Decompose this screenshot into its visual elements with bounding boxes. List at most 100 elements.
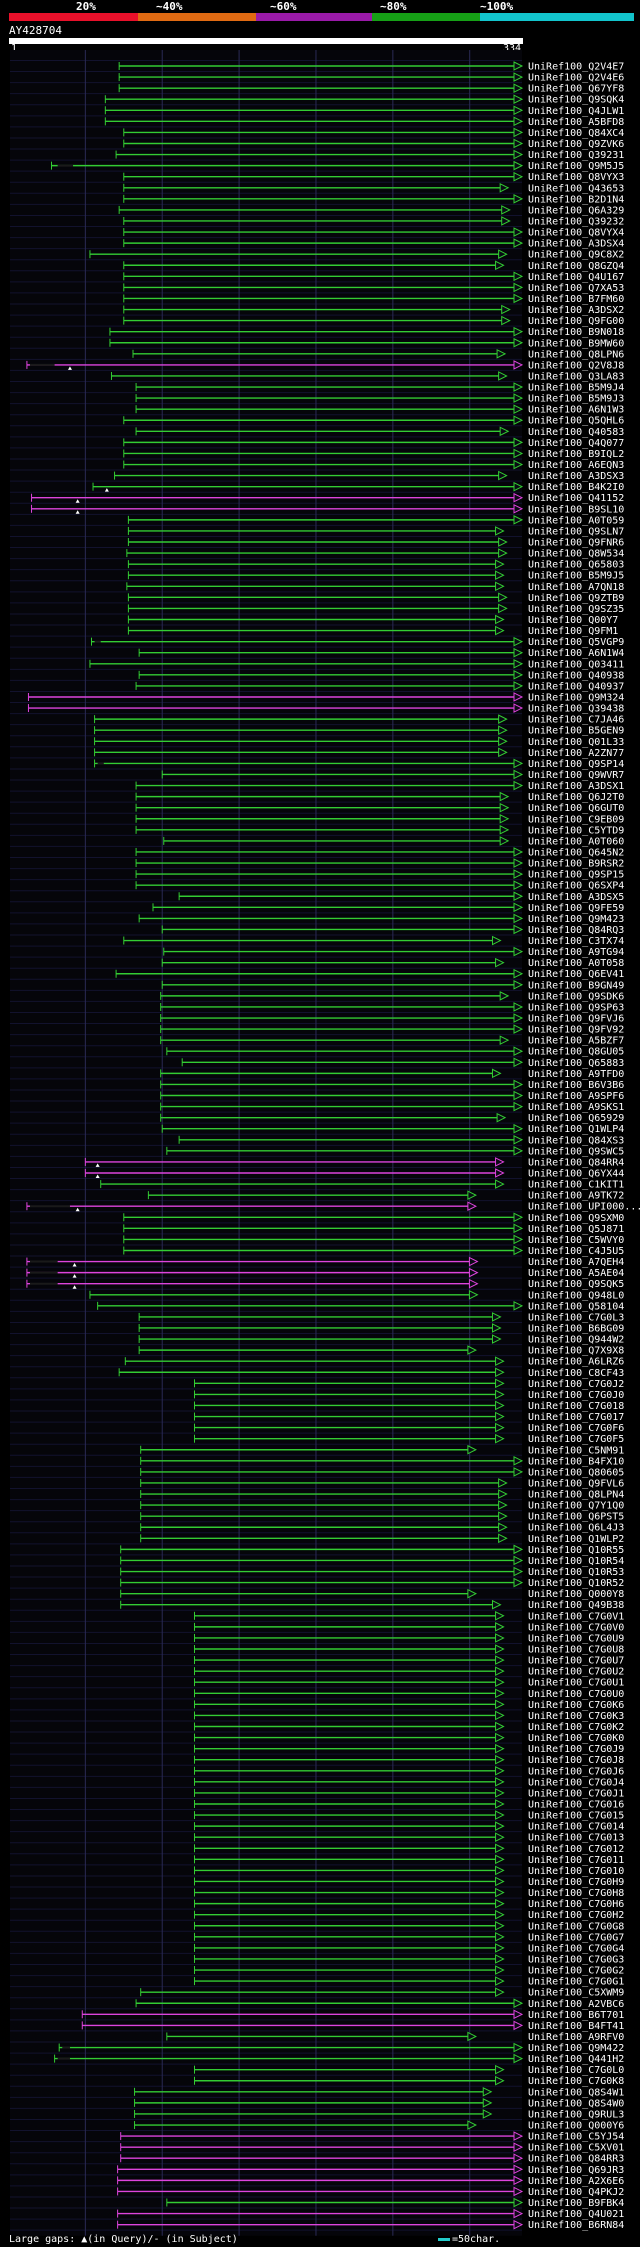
hit-label[interactable]: UniRef100_C7G0F5 bbox=[528, 1434, 624, 1445]
hit-label[interactable]: UniRef100_Q7X9X8 bbox=[528, 1346, 624, 1357]
hit-row[interactable]: UniRef100_Q8VYX3 bbox=[123, 171, 625, 183]
hit-row[interactable]: UniRef100_C7G0F6 bbox=[194, 1422, 625, 1434]
hit-row[interactable]: UniRef100_C3TX74 bbox=[123, 935, 625, 947]
hit-label[interactable]: UniRef100_Q000Y8 bbox=[528, 1589, 624, 1600]
hit-label[interactable]: UniRef100_Q9SZ35 bbox=[528, 604, 624, 615]
hit-label[interactable]: UniRef100_Q8VYX4 bbox=[528, 228, 624, 239]
hit-row[interactable]: UniRef100_Q000Y8 bbox=[120, 1588, 625, 1600]
hit-label[interactable]: UniRef100_Q9ZVK6 bbox=[528, 139, 624, 150]
hit-label[interactable]: UniRef100_A7QEH4 bbox=[528, 1257, 624, 1268]
hit-label[interactable]: UniRef100_Q4Q077 bbox=[528, 438, 624, 449]
hit-label[interactable]: UniRef100_C7G0J1 bbox=[528, 1788, 624, 1799]
hit-row[interactable]: UniRef100_Q9FVL6 bbox=[140, 1478, 625, 1489]
hit-label[interactable]: UniRef100_Q9C8X2 bbox=[528, 250, 624, 261]
hit-row[interactable]: UniRef100_C7G0U8 bbox=[194, 1644, 625, 1656]
hit-row[interactable]: UniRef100_Q9FNR6 bbox=[127, 537, 624, 549]
hit-label[interactable]: UniRef100_A9RFV0 bbox=[528, 2032, 624, 2043]
hit-label[interactable]: UniRef100_Q43653 bbox=[528, 183, 624, 194]
hit-label[interactable]: UniRef100_C7G0V0 bbox=[528, 1622, 624, 1633]
hit-row[interactable]: UniRef100_A3DSX4 bbox=[123, 238, 625, 250]
hit-label[interactable]: UniRef100_Q49B38 bbox=[528, 1600, 624, 1611]
hit-row[interactable]: UniRef100_C7G0G4 bbox=[194, 1943, 625, 1954]
hit-label[interactable]: UniRef100_A0T058 bbox=[528, 958, 624, 969]
hit-label[interactable]: UniRef100_C7G0U0 bbox=[528, 1689, 624, 1700]
hit-label[interactable]: UniRef100_C7G0L0 bbox=[528, 2065, 624, 2076]
hit-row[interactable]: UniRef100_Q69JR3 bbox=[117, 2164, 625, 2176]
hit-label[interactable]: UniRef100_Q3LA83 bbox=[528, 371, 624, 382]
hit-label[interactable]: UniRef100_Q944W2 bbox=[528, 1335, 624, 1346]
hit-row[interactable]: UniRef100_C5XV01 bbox=[120, 2142, 625, 2154]
hit-row[interactable]: UniRef100_Q9SP63 bbox=[160, 1002, 625, 1013]
hit-row[interactable]: UniRef100_Q40937 bbox=[135, 681, 624, 692]
hit-label[interactable]: UniRef100_Q9SWC5 bbox=[528, 1146, 624, 1157]
hit-row[interactable]: UniRef100_Q84RR4 bbox=[84, 1157, 624, 1168]
hit-row[interactable]: UniRef100_Q58104 bbox=[97, 1301, 625, 1312]
hit-label[interactable]: UniRef100_B2D1N4 bbox=[528, 194, 624, 205]
hit-row[interactable]: UniRef100_Q65929 bbox=[160, 1112, 625, 1124]
hit-label[interactable]: UniRef100_Q84RQ3 bbox=[528, 925, 624, 936]
hit-label[interactable]: UniRef100_C7G016 bbox=[528, 1799, 624, 1810]
hit-row[interactable]: UniRef100_Q10R52 bbox=[120, 1577, 625, 1589]
hit-label[interactable]: UniRef100_Q84RR3 bbox=[528, 2154, 624, 2165]
hit-label[interactable]: UniRef100_Q80605 bbox=[528, 1467, 624, 1478]
hit-row[interactable]: UniRef100_Q1WLP2 bbox=[140, 1533, 625, 1545]
hit-row[interactable]: UniRef100_Q8LPN4 bbox=[140, 1489, 625, 1501]
hit-row[interactable]: UniRef100_C7G0J8 bbox=[194, 1754, 625, 1766]
hit-label[interactable]: UniRef100_Q6GUT0 bbox=[528, 803, 624, 814]
hit-label[interactable]: UniRef100_Q39232 bbox=[528, 216, 624, 227]
hit-label[interactable]: UniRef100_Q1WLP4 bbox=[528, 1124, 624, 1135]
hit-label[interactable]: UniRef100_C7G0J8 bbox=[528, 1755, 624, 1766]
hit-row[interactable]: UniRef100_Q43653 bbox=[123, 182, 625, 194]
hit-label[interactable]: UniRef100_C4J5U5 bbox=[528, 1246, 624, 1257]
hit-label[interactable]: UniRef100_A3DSX5 bbox=[528, 892, 624, 903]
hit-row[interactable]: UniRef100_C7G0J6 bbox=[194, 1765, 625, 1777]
hit-label[interactable]: UniRef100_C5NM91 bbox=[528, 1445, 624, 1456]
hit-label[interactable]: UniRef100_Q84XS3 bbox=[528, 1135, 624, 1146]
hit-label[interactable]: UniRef100_Q9SLN7 bbox=[528, 526, 624, 537]
hit-row[interactable]: UniRef100_C7G0V0 bbox=[194, 1622, 625, 1633]
hit-row[interactable]: UniRef100_Q7XA53 bbox=[123, 282, 625, 294]
hit-row[interactable]: UniRef100_A9RFV0 bbox=[166, 2031, 624, 2043]
hit-label[interactable]: UniRef100_A2X6E6 bbox=[528, 2176, 624, 2187]
hit-row[interactable]: UniRef100_Q39231 bbox=[115, 149, 624, 161]
hit-label[interactable]: UniRef100_Q7XA53 bbox=[528, 283, 624, 294]
hit-row[interactable]: UniRef100_Q9FVJ6 bbox=[160, 1013, 625, 1025]
hit-label[interactable]: UniRef100_Q6PST5 bbox=[528, 1512, 624, 1523]
hit-row[interactable]: UniRef100_Q9ZTB9 bbox=[127, 592, 624, 604]
hit-label[interactable]: UniRef100_C7G0K8 bbox=[528, 2076, 624, 2087]
hit-label[interactable]: UniRef100_A9TFD0 bbox=[528, 1069, 624, 1080]
hit-row[interactable]: UniRef100_A5AE04 bbox=[26, 1267, 624, 1279]
hit-label[interactable]: UniRef100_Q000Y6 bbox=[528, 2121, 624, 2132]
hit-label[interactable]: UniRef100_C7G011 bbox=[528, 1855, 624, 1866]
hit-row[interactable]: UniRef100_Q4Q077 bbox=[123, 437, 625, 449]
hit-row[interactable]: UniRef100_B4FT41 bbox=[81, 2020, 624, 2032]
hit-label[interactable]: UniRef100_A2VBC6 bbox=[528, 1999, 624, 2010]
hit-label[interactable]: UniRef100_C7G0G8 bbox=[528, 1921, 624, 1932]
hit-row[interactable]: UniRef100_A6N1W3 bbox=[135, 404, 624, 416]
hit-label[interactable]: UniRef100_Q9SDK6 bbox=[528, 991, 624, 1002]
hit-row[interactable]: UniRef100_Q10R55 bbox=[120, 1544, 625, 1556]
hit-label[interactable]: UniRef100_A9SPF6 bbox=[528, 1091, 624, 1102]
hit-label[interactable]: UniRef100_Q8S4W0 bbox=[528, 2098, 624, 2109]
hit-row[interactable]: UniRef100_Q6GUT0 bbox=[135, 802, 624, 814]
hit-label[interactable]: UniRef100_C7G0U7 bbox=[528, 1656, 624, 1667]
hit-label[interactable]: UniRef100_C7G0U2 bbox=[528, 1667, 624, 1678]
hit-row[interactable]: UniRef100_Q9M324 bbox=[27, 692, 624, 703]
hit-row[interactable]: UniRef100_Q948L0 bbox=[89, 1289, 624, 1301]
hit-label[interactable]: UniRef100_Q4PKJ2 bbox=[528, 2187, 624, 2198]
hit-row[interactable]: UniRef100_Q39232 bbox=[123, 216, 625, 227]
hit-label[interactable]: UniRef100_B6RN84 bbox=[528, 2220, 624, 2231]
hit-label[interactable]: UniRef100_Q84RR4 bbox=[528, 1157, 624, 1168]
hit-label[interactable]: UniRef100_Q645N2 bbox=[528, 847, 624, 858]
hit-row[interactable]: UniRef100_Q2V4E7 bbox=[118, 61, 624, 73]
hit-label[interactable]: UniRef100_C7G0G1 bbox=[528, 1977, 624, 1988]
hit-row[interactable]: UniRef100_C7G0V1 bbox=[194, 1610, 625, 1622]
hit-label[interactable]: UniRef100_B9RSR2 bbox=[528, 859, 624, 870]
hit-label[interactable]: UniRef100_Q65929 bbox=[528, 1113, 624, 1124]
hit-row[interactable]: UniRef100_Q6SXP4 bbox=[135, 880, 624, 892]
hit-label[interactable]: UniRef100_Q8VYX3 bbox=[528, 172, 624, 183]
hit-label[interactable]: UniRef100_Q10R53 bbox=[528, 1567, 624, 1578]
hit-label[interactable]: UniRef100_C7G0H9 bbox=[528, 1877, 624, 1888]
hit-row[interactable]: UniRef100_Q9ZVK6 bbox=[123, 138, 625, 150]
hit-row[interactable]: UniRef100_Q8S4W0 bbox=[134, 2098, 625, 2109]
